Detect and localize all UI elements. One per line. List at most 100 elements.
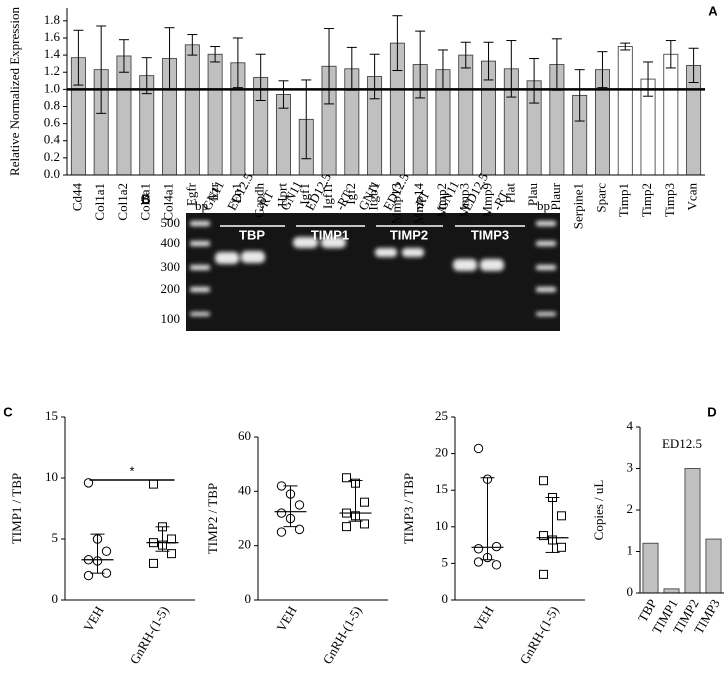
data-point <box>557 542 566 552</box>
y-tick-label: 0.8 <box>44 97 60 112</box>
data-point <box>473 544 484 554</box>
gel-bp-label: bp <box>537 198 550 213</box>
y-tick-label: 1.4 <box>44 46 61 61</box>
gel-gene-label: TIMP1 <box>311 227 349 242</box>
bar <box>663 53 679 176</box>
gel-image <box>186 213 560 331</box>
x-tick-label: Mmp9 <box>480 183 495 218</box>
data-point <box>167 549 176 559</box>
x-tick-label: Sparc <box>593 183 608 213</box>
data-point <box>539 476 548 486</box>
data-point <box>360 497 369 507</box>
data-point <box>276 508 287 518</box>
panel-label: A <box>708 3 718 18</box>
x-tick-label: VEH <box>80 603 106 634</box>
x-tick-label: Igf1 <box>297 183 312 205</box>
data-point <box>539 531 548 541</box>
y-tick-label: 25 <box>435 408 448 423</box>
y-axis-label: TIMP2 / TBP <box>205 483 220 554</box>
bar <box>207 53 223 176</box>
y-tick-label: 0.4 <box>44 132 61 147</box>
x-tick-label: GnRH-(1-5) <box>517 603 562 666</box>
bar <box>642 542 659 594</box>
y-axis-label: TIMP3 / TBP <box>401 473 416 544</box>
x-tick-label: Col1a2 <box>115 183 130 221</box>
x-tick-label: Vcan <box>685 183 700 211</box>
data-point <box>294 500 305 510</box>
panel-label: C <box>3 404 13 419</box>
gel-gene-label: TBP <box>239 227 265 242</box>
y-tick-label: 60 <box>238 428 251 443</box>
x-tick-label: Col1a1 <box>92 183 107 221</box>
x-tick-label: Cd44 <box>69 183 84 212</box>
data-point <box>83 478 94 488</box>
y-tick-label: 4 <box>627 418 634 433</box>
data-point <box>491 560 502 570</box>
data-point <box>149 558 158 568</box>
x-tick-label: Plau <box>525 183 540 207</box>
y-axis-label: Relative Normalized Expression <box>7 7 22 176</box>
x-tick-label: Col4a1 <box>161 183 176 221</box>
x-tick-label: Timp3 <box>662 183 677 217</box>
bar <box>116 55 132 176</box>
y-tick-label: 3 <box>627 459 634 474</box>
x-tick-label: Itgb1 <box>366 183 381 210</box>
data-point <box>360 519 369 529</box>
data-point <box>149 479 158 489</box>
x-tick-label: Igf1r <box>320 182 335 209</box>
x-tick-label: Mmp14 <box>411 183 426 225</box>
gel-bp-label: bp <box>195 198 208 213</box>
bar <box>705 538 722 594</box>
y-tick-label: 5 <box>442 554 449 569</box>
y-tick-label: 0 <box>245 591 252 606</box>
y-tick-label: 0 <box>442 591 449 606</box>
y-tick-label: 10 <box>45 469 58 484</box>
panel-label: D <box>707 404 716 419</box>
data-point <box>539 569 548 579</box>
chart-title: ED12.5 <box>662 436 702 451</box>
gel-gene-label: TIMP2 <box>390 227 428 242</box>
y-tick-label: 1.6 <box>44 29 61 44</box>
gel-ladder-label: 500 <box>161 215 181 230</box>
x-tick-label: GnRH-(1-5) <box>127 603 172 666</box>
x-tick-label: Mmp13 <box>388 183 403 224</box>
significance-label: * <box>129 463 134 478</box>
data-point <box>557 511 566 521</box>
data-point <box>473 443 484 454</box>
y-tick-label: 0.2 <box>44 149 60 164</box>
x-tick-label: Plaur <box>548 182 563 210</box>
data-point <box>342 522 351 532</box>
gel-ladder-label: 300 <box>161 259 181 274</box>
bar <box>663 588 680 594</box>
gel-gene-label: TIMP3 <box>471 227 509 242</box>
y-tick-label: 1.2 <box>44 63 60 78</box>
x-tick-label: Serpine1 <box>571 183 586 229</box>
y-tick-label: 0.0 <box>44 166 60 181</box>
bar <box>458 54 474 176</box>
x-tick-label: Hprt <box>274 183 289 207</box>
x-tick-label: Timp2 <box>639 183 654 217</box>
y-tick-label: 20 <box>435 445 448 460</box>
data-point <box>473 557 484 567</box>
x-tick-label: VEH <box>470 603 496 634</box>
x-tick-label: Mmp3 <box>457 183 472 218</box>
y-tick-label: 1 <box>627 542 634 557</box>
panel-label: B <box>141 191 150 206</box>
x-tick-label: GnRH-(1-5) <box>320 603 365 666</box>
y-tick-label: 40 <box>238 482 251 497</box>
y-tick-label: 0.6 <box>44 115 61 130</box>
gel-ladder-label: 200 <box>161 281 181 296</box>
x-tick-label: Plat <box>502 183 517 204</box>
x-tick-label: Fn1 <box>229 183 244 203</box>
y-tick-label: 0 <box>627 584 634 599</box>
y-tick-label: 15 <box>45 408 58 423</box>
y-tick-label: 20 <box>238 537 251 552</box>
data-point <box>342 473 351 483</box>
data-point <box>167 534 176 544</box>
y-tick-label: 10 <box>435 518 448 533</box>
x-tick-label: Ezr <box>206 182 221 201</box>
x-tick-label: Egfr <box>183 182 198 206</box>
x-tick-label: Gapdh <box>252 183 267 218</box>
bar <box>684 468 701 594</box>
